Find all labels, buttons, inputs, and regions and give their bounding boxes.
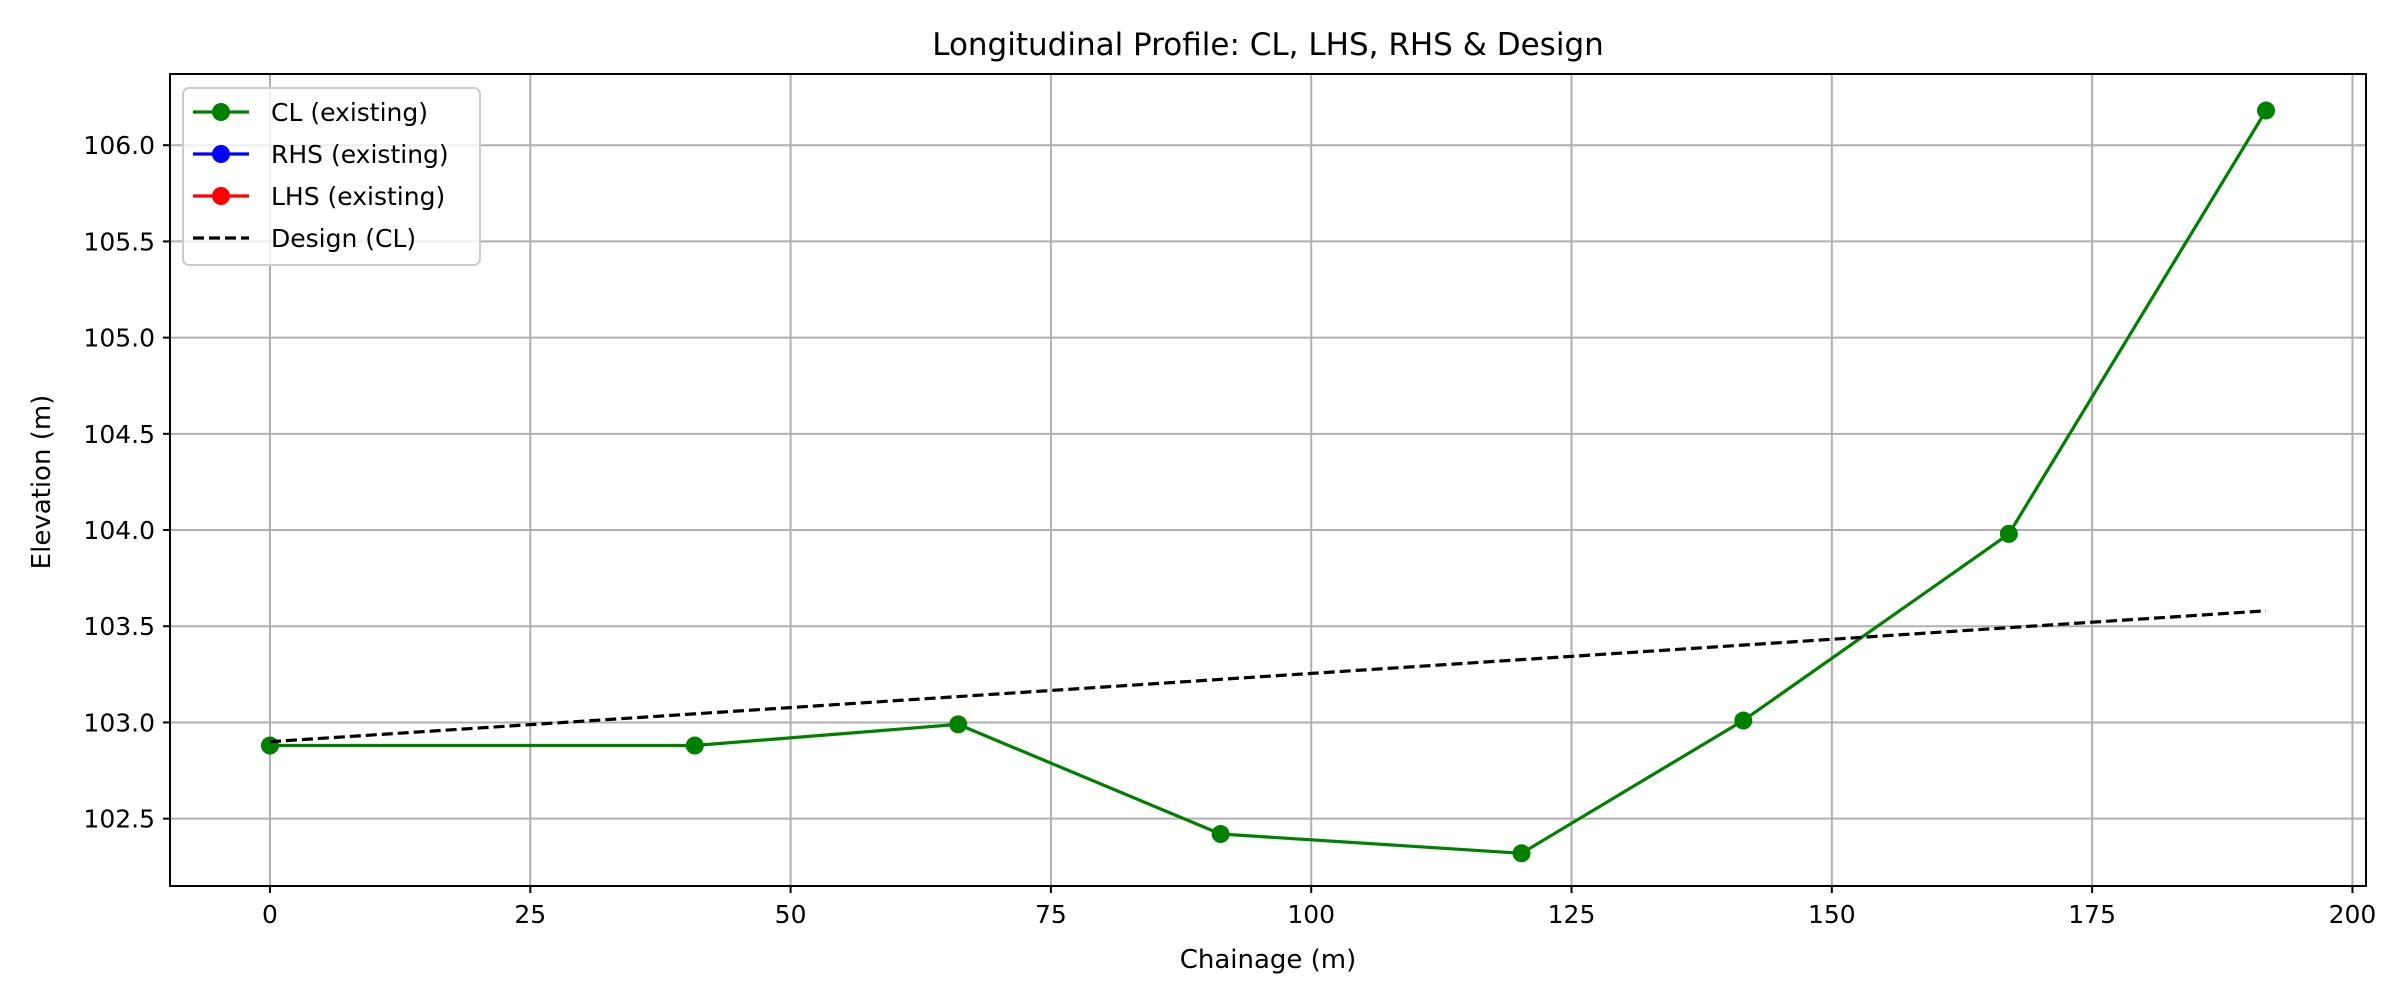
x-tick-label: 125 (1548, 900, 1596, 929)
series-line-0 (270, 109, 2268, 855)
series-layer (260, 101, 2276, 863)
legend-label-0: CL (existing) (271, 98, 428, 127)
data-point (685, 736, 704, 755)
legend-marker-0 (212, 103, 230, 121)
y-tick-label: 102.5 (83, 805, 155, 834)
x-tick-label: 25 (514, 900, 546, 929)
legend-label-2: LHS (existing) (271, 182, 445, 211)
data-point (1512, 844, 1531, 863)
x-axis-ticks: 0 25 50 75 100 125 150 175 200 (262, 886, 2376, 929)
chart-title: Longitudinal Profile: CL, LHS, RHS & Des… (932, 27, 1604, 63)
plot-area-frame (169, 73, 2367, 887)
x-tick-label: 0 (262, 900, 278, 929)
y-axis-label: Elevation (m) (27, 395, 57, 570)
x-tick-label: 150 (1808, 900, 1856, 929)
legend-label-3: Design (CL) (271, 224, 416, 253)
data-point (2257, 101, 2276, 120)
y-tick-label: 105.0 (83, 324, 155, 353)
legend-box (182, 87, 481, 266)
y-tick-label: 103.0 (83, 708, 155, 737)
y-axis-ticks: 102.5 103.0 103.5 104.0 104.5 105.0 105.5 106.0 (83, 131, 170, 834)
legend-label-1: RHS (existing) (271, 140, 449, 169)
data-point (1734, 711, 1753, 730)
x-tick-label: 175 (2068, 900, 2116, 929)
x-tick-label: 200 (2329, 900, 2377, 929)
y-tick-label: 106.0 (83, 131, 155, 160)
x-tick-label: 50 (775, 900, 807, 929)
data-point (260, 736, 279, 755)
y-tick-label: 104.5 (83, 420, 155, 449)
legend-marker-1 (212, 145, 230, 163)
y-tick-label: 103.5 (83, 612, 155, 641)
y-tick-label: 104.0 (83, 516, 155, 545)
legend-marker-2 (212, 187, 230, 205)
data-point (1211, 825, 1230, 844)
x-tick-label: 100 (1287, 900, 1335, 929)
series-line-3 (269, 609, 2267, 744)
x-axis-label: Chainage (m) (1180, 945, 1357, 975)
data-point (1999, 524, 2018, 543)
legend: CL (existing) RHS (existing) LHS (existing… (182, 87, 481, 266)
y-tick-label: 105.5 (83, 227, 155, 256)
grid (170, 74, 2366, 886)
x-tick-label: 75 (1035, 900, 1067, 929)
data-point (949, 715, 968, 734)
